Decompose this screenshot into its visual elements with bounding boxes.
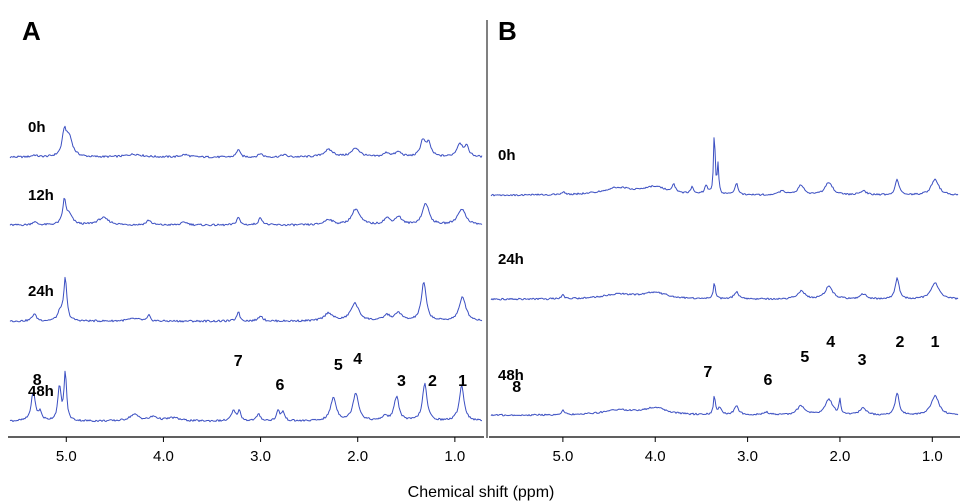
x-tick-label: 2.0	[347, 448, 368, 465]
spectrum-trace-24h	[9, 276, 483, 323]
peak-label-7: 7	[234, 353, 243, 370]
x-tick-label: 3.0	[737, 448, 758, 465]
peak-label-1: 1	[931, 334, 940, 351]
peak-label-4: 4	[353, 351, 362, 368]
spectrum-trace-0h	[490, 137, 959, 197]
peak-label-5: 5	[334, 357, 343, 374]
peak-label-3: 3	[858, 352, 867, 369]
peak-label-2: 2	[428, 373, 437, 390]
peak-label-5: 5	[800, 349, 809, 366]
trace-label-0h: 0h	[28, 119, 46, 136]
trace-label-24h: 24h	[498, 251, 524, 268]
peak-label-6: 6	[763, 372, 772, 389]
panel-a-letter: A	[22, 16, 41, 46]
x-tick-label: 1.0	[922, 448, 943, 465]
peak-label-6: 6	[276, 377, 285, 394]
trace-label-48h: 48h	[28, 383, 54, 400]
trace-label-0h: 0h	[498, 147, 516, 164]
peak-label-8: 8	[33, 372, 42, 389]
trace-label-48h: 48h	[498, 367, 524, 384]
peak-label-4: 4	[826, 334, 835, 351]
x-tick-label: 5.0	[552, 448, 573, 465]
peak-label-2: 2	[896, 334, 905, 351]
x-tick-label: 1.0	[444, 448, 465, 465]
x-tick-label: 4.0	[153, 448, 174, 465]
x-tick-label: 2.0	[830, 448, 851, 465]
spectrum-trace-48h	[9, 370, 482, 423]
peak-label-8: 8	[512, 379, 521, 396]
spectrum-trace-0h	[9, 125, 483, 159]
x-tick-label: 3.0	[250, 448, 271, 465]
trace-label-12h: 12h	[28, 187, 54, 204]
trace-label-24h: 24h	[28, 283, 54, 300]
panel-b-letter: B	[498, 16, 517, 46]
x-tick-label: 5.0	[56, 448, 77, 465]
x-axis-title: Chemical shift (ppm)	[408, 484, 555, 501]
peak-label-1: 1	[458, 373, 467, 390]
peak-label-3: 3	[397, 373, 406, 390]
peak-label-7: 7	[703, 364, 712, 381]
spectrum-trace-24h	[490, 277, 959, 301]
x-tick-label: 4.0	[645, 448, 666, 465]
spectrum-trace-12h	[9, 197, 483, 227]
spectrum-trace-48h	[490, 392, 959, 417]
